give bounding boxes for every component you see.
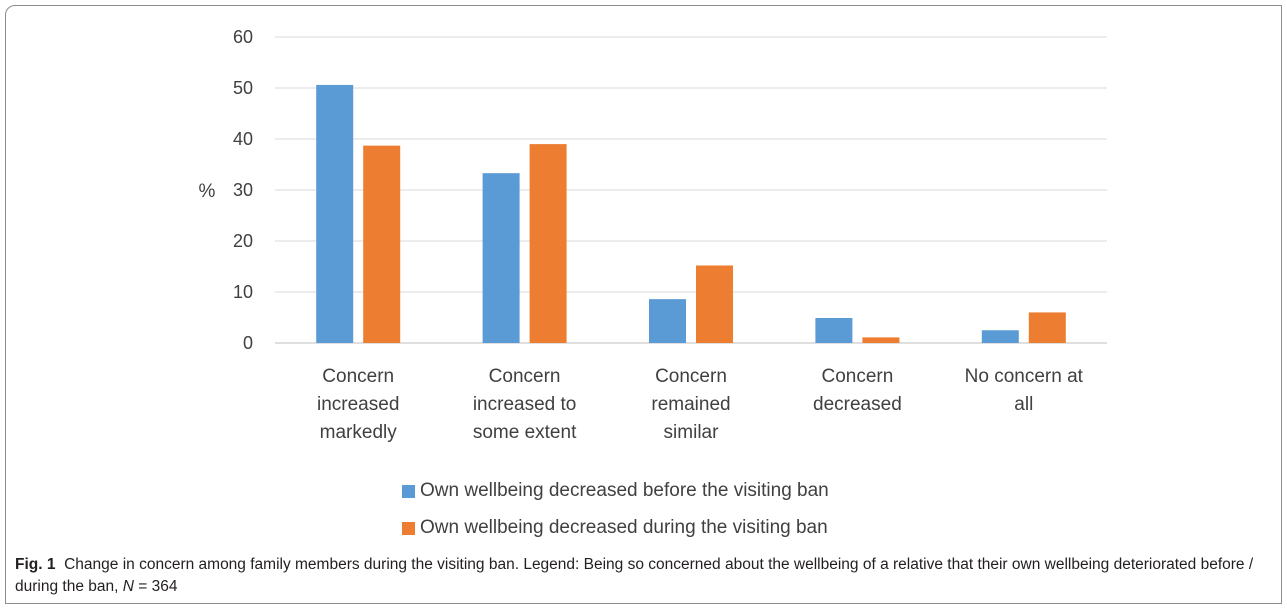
bar-before xyxy=(316,84,354,343)
figure-caption: Fig. 1 Change in concern among family me… xyxy=(15,554,1270,598)
category-labels: Concern increased markedly Concern increased… xyxy=(317,366,1084,443)
y-tick-label: 40 xyxy=(233,129,253,149)
bar-chart: 0 10 20 30 40 50 60 % Concern increased markedly… xyxy=(199,27,1107,443)
y-tick-label: 30 xyxy=(233,180,253,200)
bar-during xyxy=(529,144,567,343)
legend-label-before: Own wellbeing decreased before the visit… xyxy=(420,480,829,501)
category-label: Concern remained similar xyxy=(651,366,730,443)
y-tick-label: 0 xyxy=(243,333,253,353)
y-tick-label: 20 xyxy=(233,231,253,251)
gridlines xyxy=(275,36,1107,344)
caption-n-variable: N xyxy=(122,578,134,595)
legend-item-during: Own wellbeing decreased during the visit… xyxy=(402,517,828,539)
category-label: Concern increased to some extent xyxy=(473,366,577,443)
y-tick-label: 10 xyxy=(233,282,253,302)
legend-item-before: Own wellbeing decreased before the visit… xyxy=(402,480,829,502)
figure-frame xyxy=(5,5,1282,604)
category-label: Concern increased markedly xyxy=(317,366,399,443)
bar-before xyxy=(649,299,686,343)
legend-label-during: Own wellbeing decreased during the visit… xyxy=(420,517,828,538)
legend-swatch-during xyxy=(402,521,415,535)
caption-text: Change in concern among family members d… xyxy=(15,556,1254,595)
bar-before xyxy=(981,330,1019,343)
y-axis-label: % xyxy=(199,181,216,202)
bar-before xyxy=(482,173,520,343)
bar-during xyxy=(1028,312,1066,343)
figure-label: Fig. 1 xyxy=(15,556,56,573)
caption-n-value: = 364 xyxy=(133,578,178,595)
y-tick-labels: 0 10 20 30 40 50 60 xyxy=(233,27,253,353)
category-label: No concern at all xyxy=(965,366,1084,415)
bar-before xyxy=(815,318,853,343)
y-tick-label: 50 xyxy=(233,78,253,98)
bars xyxy=(316,84,1066,343)
bar-during xyxy=(862,337,900,343)
bar-during xyxy=(363,145,401,343)
category-label: Concern decreased xyxy=(813,366,902,415)
legend-swatch-before xyxy=(402,484,415,498)
y-tick-label: 60 xyxy=(233,27,253,47)
bar-during xyxy=(696,265,733,343)
